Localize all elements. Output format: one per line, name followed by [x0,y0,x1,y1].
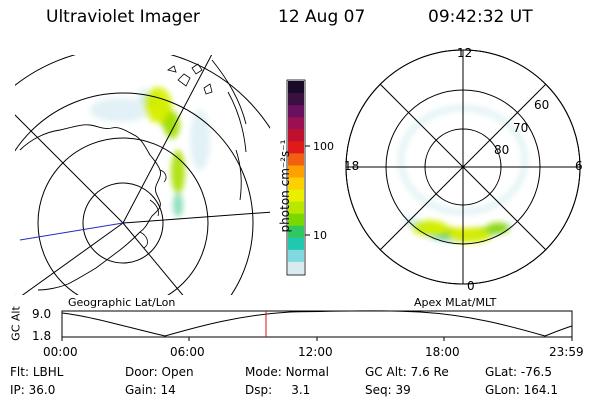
altitude-xtick: 06:00 [170,345,205,359]
footer-label: IP: [10,383,25,397]
altitude-ytick-low: 1.8 [32,329,52,343]
mlat-label-60: 60 [534,98,550,112]
longitude-lines [15,55,270,295]
colorbar-segment [288,237,304,251]
footer-label: GLat: [485,365,518,379]
footer-label: Seq: [365,383,392,397]
colorbar-segment [288,141,304,154]
coastline [19,124,161,291]
colorbar-segment [288,81,304,94]
altitude-xtick: 18:00 [425,345,460,359]
mlt-label-18: 18 [344,159,360,173]
colorbar-tick-100: 100 [313,140,334,153]
colorbar-segment [288,213,304,227]
colorbar-tick-10: 10 [313,229,327,242]
altitude-plot [61,310,573,341]
colorbar-segment [288,201,304,215]
altitude-curve [61,310,573,337]
mlt-label-12: 12 [457,46,473,60]
colorbar-segment [288,225,304,239]
right-panel-caption: Apex MLat/MLT [414,296,497,309]
sun-direction-line [19,222,124,241]
auroral-emission-geo [90,87,210,217]
mlt-lines [346,50,580,284]
colorbar-segment [288,129,304,142]
colorbar-segment [288,249,304,263]
mlat-label-70: 70 [513,121,529,135]
footer-value: 164.1 [523,383,558,397]
colorbar-segment [288,177,304,191]
footer-value: 3.1 [291,383,311,397]
mlt-label-0: 0 [467,279,475,293]
footer-value: Normal [285,365,329,379]
footer-label: Gain: [125,383,157,397]
footer-value: LBHL [32,365,64,379]
altitude-xtick: 12:00 [298,345,333,359]
colorbar [286,79,310,276]
left-panel-caption: Geographic Lat/Lon [68,296,176,309]
colorbar-segment [288,117,304,130]
altitude-ylabel: GC Alt [9,306,23,341]
footer-label: GLon: [485,383,520,397]
x-ticks [61,337,573,341]
time-label: 09:42:32 UT [428,7,533,27]
footer-value: 14 [160,383,176,397]
footer-label: Flt: [10,365,29,379]
coastline-detail [139,169,167,249]
footer-label: Dsp: [245,383,273,397]
footer-label: GC Alt: [365,365,407,379]
islands [167,63,213,95]
colorbar-segment [288,105,304,118]
colorbar-segment [288,189,304,203]
colorbar-label: photon cm⁻²s⁻¹ [278,139,292,233]
footer-value: -76.5 [520,365,552,379]
mlat-label-80: 80 [494,143,510,157]
altitude-xtick: 00:00 [43,345,78,359]
colorbar-segment [288,165,304,178]
mlt-label-6: 6 [575,159,583,173]
footer-value: 36.0 [28,383,56,397]
instrument-title: Ultraviolet Imager [46,7,200,27]
altitude-ytick-high: 9.0 [32,307,52,321]
colorbar-segment [288,93,304,106]
date-label: 12 Aug 07 [278,7,366,27]
latitude-circles [15,55,270,295]
geographic-map [15,55,270,295]
footer-label: Mode: [245,365,282,379]
magnetic-polar-plot [345,49,581,285]
footer-value: Open [161,365,194,379]
footer-value: 39 [395,383,411,397]
footer-label: Door: [125,365,158,379]
footer-value: 7.6 Re [410,365,449,379]
altitude-xtick: 23:59 [549,345,584,359]
outer-coast [211,59,247,201]
colorbar-segment [288,153,304,166]
colorbar-segment [288,261,304,275]
